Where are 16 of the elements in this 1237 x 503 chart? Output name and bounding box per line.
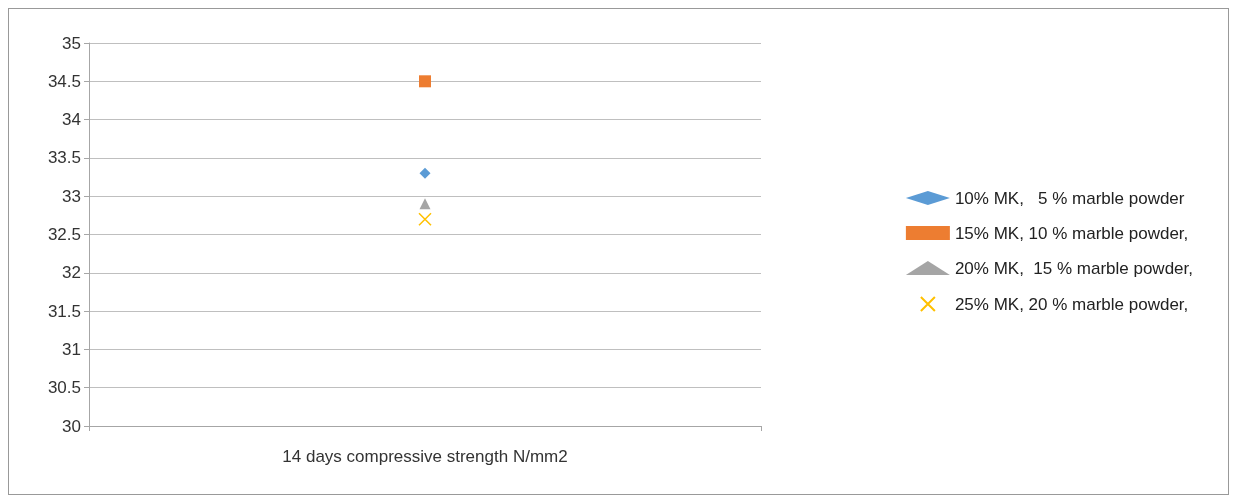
y-tick-label: 32 (62, 263, 81, 283)
y-tick-label: 34 (62, 110, 81, 130)
x-tick-label: 14 days compressive strength N/mm2 (282, 447, 568, 466)
y-tick-label: 32.5 (47, 225, 81, 244)
legend-label: 10% MK, 5 % marble powder (954, 188, 1185, 208)
y-tick-label: 33.5 (47, 148, 81, 168)
y-tick-label: 30 (62, 416, 81, 436)
legend-label: 25% MK, 20 % marble powder, (954, 294, 1189, 314)
y-tick-label: 31 (62, 339, 81, 359)
y-tick-label: 33 (62, 186, 81, 206)
y-tick-label: 30.5 (47, 378, 81, 398)
y-tick-label: 31.5 (47, 301, 81, 321)
y-tick-label: 35 (62, 33, 81, 53)
legend-label: 15% MK, 10 % marble powder, (954, 223, 1189, 243)
legend-label: 20% MK, 15 % marble powder, (954, 258, 1194, 278)
y-tick-label: 34.5 (47, 71, 81, 91)
